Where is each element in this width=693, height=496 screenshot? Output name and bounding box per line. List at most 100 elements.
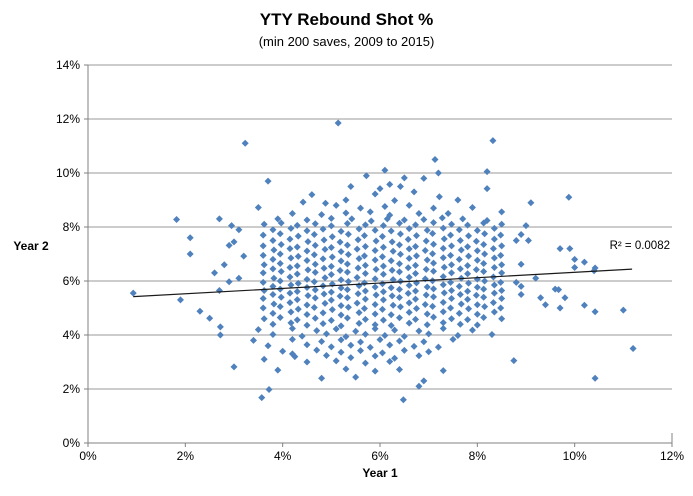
data-point bbox=[387, 322, 395, 330]
data-point bbox=[455, 226, 463, 234]
data-point bbox=[489, 245, 497, 253]
data-point bbox=[249, 336, 257, 344]
data-point bbox=[388, 266, 396, 274]
data-point bbox=[328, 280, 336, 288]
data-point bbox=[619, 306, 627, 314]
data-point bbox=[287, 254, 295, 262]
data-point bbox=[415, 210, 423, 217]
data-point bbox=[361, 287, 369, 295]
data-point bbox=[517, 282, 525, 290]
data-point bbox=[311, 268, 319, 276]
data-point bbox=[371, 283, 379, 291]
data-point bbox=[423, 321, 431, 329]
data-point bbox=[211, 269, 219, 277]
data-point bbox=[371, 310, 379, 318]
data-point bbox=[490, 308, 498, 316]
data-point bbox=[498, 295, 506, 303]
data-point bbox=[464, 287, 472, 295]
data-point bbox=[464, 221, 472, 229]
data-point bbox=[490, 281, 498, 289]
x-axis-title: Year 1 bbox=[362, 466, 398, 480]
data-point bbox=[490, 254, 498, 262]
data-point bbox=[320, 236, 328, 244]
data-point bbox=[464, 316, 472, 324]
data-point bbox=[288, 335, 296, 343]
data-point bbox=[173, 215, 181, 223]
data-point bbox=[420, 377, 428, 385]
data-point bbox=[327, 288, 335, 296]
data-point bbox=[488, 330, 496, 338]
data-point bbox=[269, 265, 277, 273]
data-point bbox=[497, 251, 505, 259]
data-point bbox=[371, 275, 379, 283]
data-point bbox=[386, 180, 394, 188]
data-point bbox=[512, 237, 520, 244]
data-point bbox=[410, 188, 418, 196]
data-point bbox=[412, 242, 420, 250]
data-point bbox=[279, 347, 287, 355]
data-point bbox=[405, 225, 413, 233]
data-point bbox=[328, 306, 336, 314]
data-point bbox=[473, 247, 481, 255]
data-point bbox=[269, 282, 277, 290]
data-point bbox=[480, 268, 488, 276]
data-point bbox=[343, 260, 351, 268]
data-point bbox=[228, 222, 236, 230]
data-point bbox=[320, 290, 328, 298]
data-point bbox=[389, 247, 397, 255]
data-point bbox=[274, 366, 282, 374]
data-point bbox=[379, 296, 387, 304]
data-point bbox=[386, 357, 394, 365]
data-point bbox=[481, 250, 489, 258]
data-point bbox=[311, 314, 319, 322]
data-point bbox=[498, 261, 506, 269]
data-point bbox=[480, 293, 488, 301]
data-point bbox=[286, 235, 294, 243]
data-point bbox=[455, 255, 463, 263]
data-point bbox=[459, 215, 467, 223]
data-point bbox=[517, 260, 525, 268]
data-point bbox=[412, 315, 420, 323]
data-point bbox=[186, 234, 194, 242]
data-point bbox=[327, 214, 335, 222]
data-point bbox=[378, 280, 386, 288]
data-point bbox=[347, 183, 355, 190]
data-point bbox=[311, 220, 319, 228]
data-point bbox=[439, 254, 447, 262]
data-point bbox=[332, 201, 340, 209]
data-point bbox=[327, 222, 335, 230]
data-point bbox=[327, 316, 335, 324]
data-point bbox=[361, 221, 369, 229]
data-point bbox=[294, 279, 302, 287]
data-point bbox=[435, 193, 443, 201]
data-point bbox=[440, 263, 448, 271]
data-point bbox=[472, 291, 480, 299]
data-point bbox=[429, 250, 437, 258]
data-point bbox=[517, 231, 525, 239]
data-point bbox=[456, 265, 464, 273]
chart-subtitle: (min 200 saves, 2009 to 2015) bbox=[258, 34, 435, 49]
data-point bbox=[362, 172, 370, 180]
data-point bbox=[480, 241, 488, 249]
data-point bbox=[532, 274, 540, 282]
data-point bbox=[319, 225, 327, 233]
data-point bbox=[537, 294, 545, 302]
data-point bbox=[405, 308, 413, 316]
data-point bbox=[448, 261, 456, 269]
data-point bbox=[454, 196, 462, 204]
data-point bbox=[522, 222, 530, 230]
data-point bbox=[387, 284, 395, 292]
data-point bbox=[439, 244, 447, 252]
data-point bbox=[294, 305, 302, 313]
data-point bbox=[447, 304, 455, 312]
data-point bbox=[270, 246, 278, 254]
data-point bbox=[527, 199, 535, 207]
data-point bbox=[420, 215, 428, 223]
data-point bbox=[334, 119, 342, 127]
data-point bbox=[388, 238, 396, 246]
data-point bbox=[269, 309, 277, 317]
data-point bbox=[328, 233, 336, 241]
data-point bbox=[389, 301, 397, 309]
data-point bbox=[498, 220, 506, 228]
y-tick-label: 4% bbox=[63, 328, 81, 342]
